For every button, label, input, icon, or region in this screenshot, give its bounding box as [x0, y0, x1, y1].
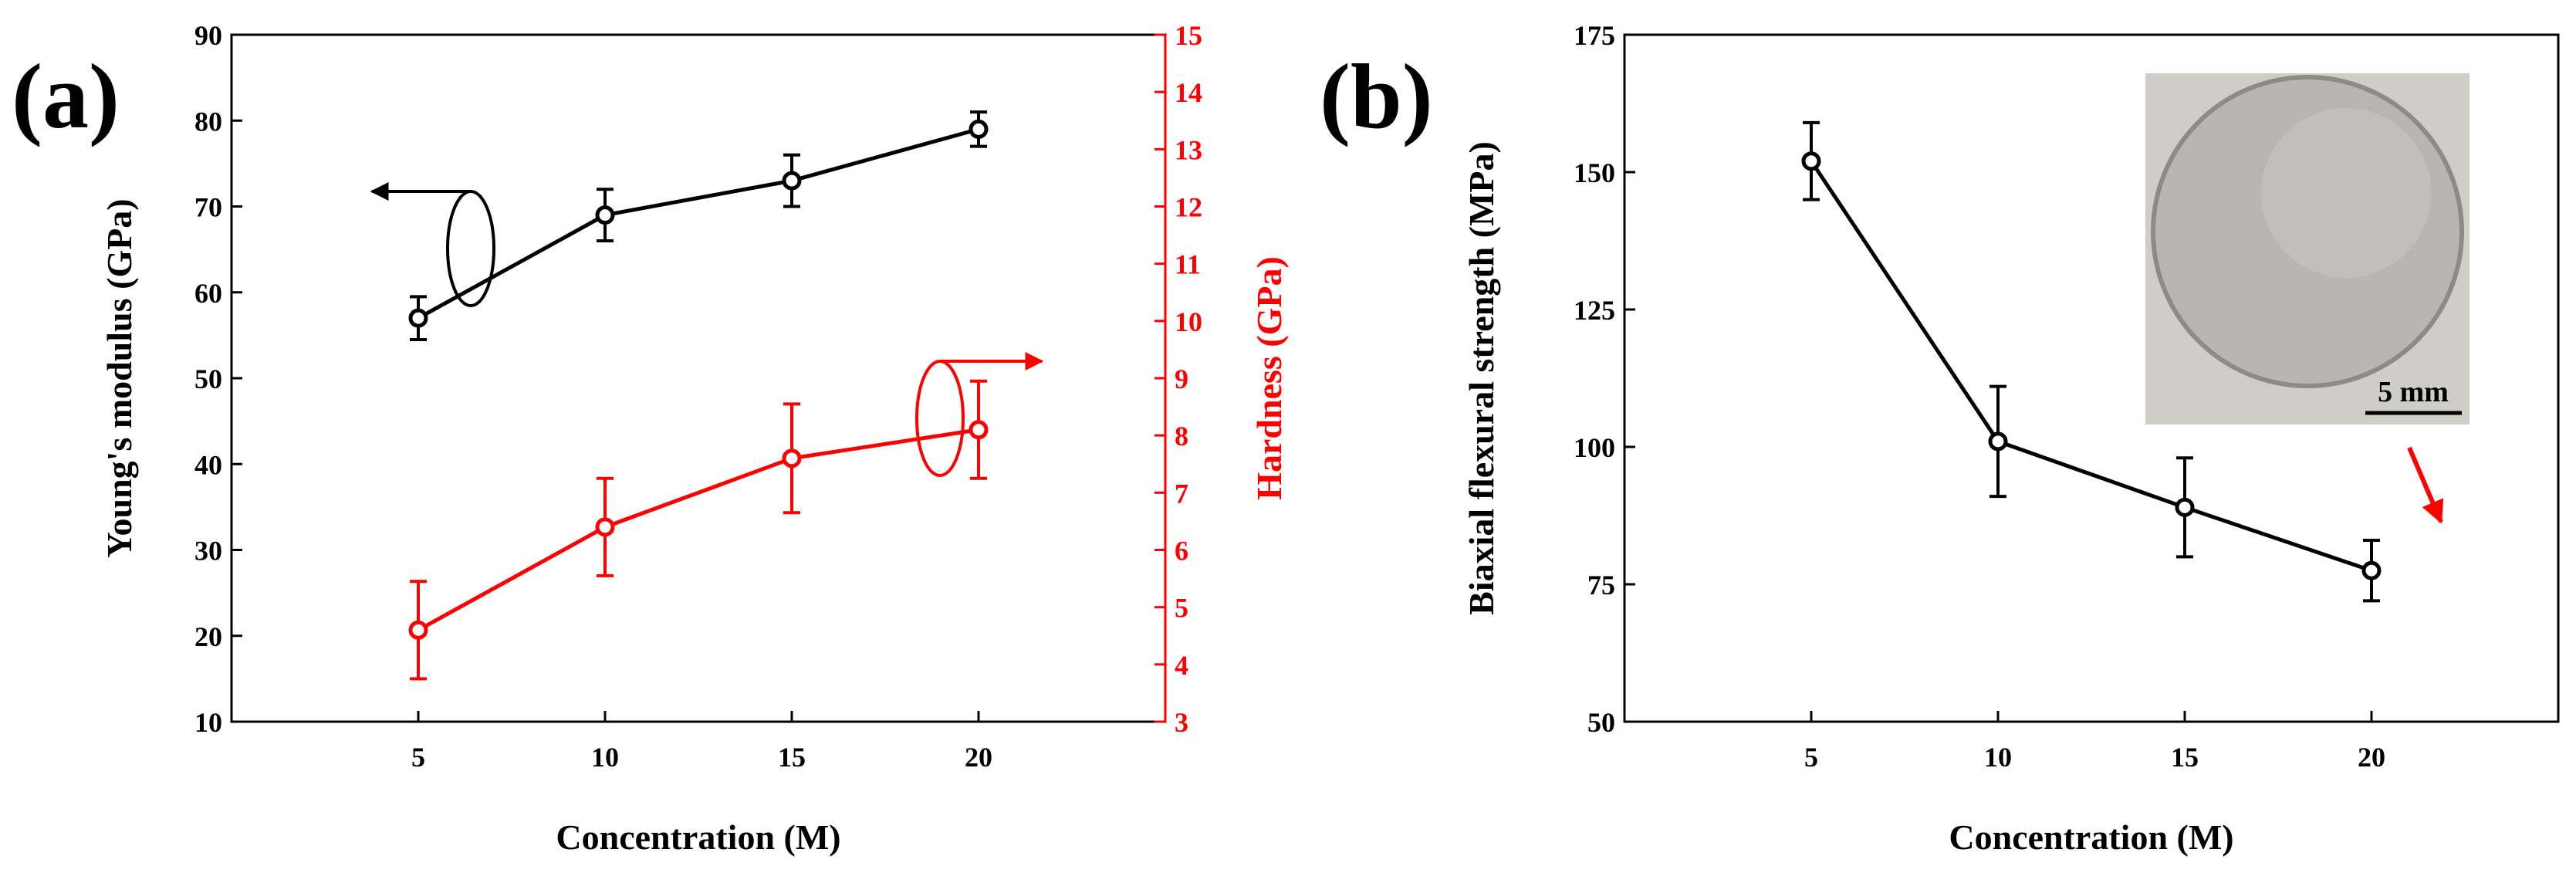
x-tick-label: 20 — [2358, 742, 2385, 773]
x-tick-label: 20 — [965, 742, 992, 773]
panel-a-series-modulus — [408, 110, 989, 341]
y-tick-label: 50 — [194, 364, 222, 394]
y-tick-label: 9 — [1175, 364, 1188, 394]
inset-disk-highlight — [2261, 108, 2431, 278]
y-tick-label: 15 — [1175, 20, 1202, 51]
x-tick-label: 10 — [1984, 742, 2012, 773]
data-point — [595, 205, 615, 225]
y-tick-label: 11 — [1175, 249, 1201, 280]
data-point — [408, 308, 428, 328]
panel-a-left-axis-title: Young's modulus (GPa) — [100, 198, 139, 557]
panel-b: (b) 5 10 15 20 50 75 100 125 150 175 Concentrati… — [1320, 20, 2560, 857]
panel-b-inset: 5 mm — [2145, 73, 2470, 524]
series-line — [417, 428, 979, 632]
data-point — [1988, 431, 2008, 452]
inset-scale-bar-label: 5 mm — [2378, 376, 2449, 408]
y-tick-label: 20 — [194, 621, 222, 652]
y-tick-label: 14 — [1175, 77, 1202, 108]
y-tick-label: 10 — [1175, 306, 1202, 337]
panel-a-left-ticks: 10 20 30 40 50 60 70 80 90 — [194, 20, 242, 738]
y-tick-label: 60 — [194, 278, 222, 309]
x-tick-label: 15 — [2171, 742, 2199, 773]
panel-a-hardness-annotation — [915, 352, 1044, 477]
y-tick-label: 70 — [194, 192, 222, 223]
y-tick-label: 4 — [1175, 650, 1188, 681]
y-tick-label: 3 — [1175, 707, 1188, 738]
y-tick-label: 12 — [1175, 192, 1202, 223]
hardness-ellipse — [915, 360, 965, 477]
y-tick-label: 90 — [194, 20, 222, 51]
panel-a-label: (a) — [12, 45, 120, 147]
data-point — [782, 448, 802, 469]
data-point — [969, 420, 989, 440]
data-point — [408, 620, 428, 640]
y-tick-label: 7 — [1175, 478, 1188, 509]
data-point — [595, 517, 615, 537]
x-tick-label: 5 — [1804, 742, 1818, 773]
data-point — [2361, 560, 2382, 580]
y-tick-label: 40 — [194, 449, 222, 480]
panel-b-series-strength — [1801, 120, 2382, 603]
panel-a-right-ticks: 3 4 5 6 7 8 9 10 11 12 13 14 15 — [1154, 20, 1202, 738]
panel-a-right-axis-title: Hardness (GPa) — [1249, 256, 1289, 500]
data-point — [969, 119, 989, 139]
panel-b-y-ticks: 50 75 100 125 150 175 — [1574, 20, 1635, 738]
panel-b-label: (b) — [1320, 45, 1433, 147]
y-tick-label: 75 — [1587, 570, 1615, 601]
y-tick-label: 10 — [194, 707, 222, 738]
panel-b-plot-frame — [1623, 33, 2560, 723]
y-tick-label: 80 — [194, 106, 222, 137]
y-tick-label: 50 — [1587, 707, 1615, 738]
panel-b-x-axis-title: Concentration (M) — [1949, 817, 2233, 857]
y-tick-label: 125 — [1574, 295, 1615, 326]
y-tick-label: 175 — [1574, 20, 1615, 51]
panel-a-x-ticks: 5 10 15 20 — [411, 711, 992, 773]
panel-b-x-ticks: 5 10 15 20 — [1804, 711, 2385, 773]
data-point — [782, 171, 802, 191]
panel-a-series-hardness — [408, 379, 989, 681]
data-point — [1801, 151, 1821, 171]
panel-a: (a) 5 10 15 20 10 20 30 40 50 60 70 80 90 3 4 5 6 7 8 9 10… — [12, 20, 1289, 857]
panel-a-x-axis-title: Concentration (M) — [556, 817, 840, 857]
x-tick-label: 10 — [591, 742, 619, 773]
series-line — [1809, 160, 2372, 573]
y-tick-label: 6 — [1175, 536, 1188, 567]
y-tick-label: 30 — [194, 536, 222, 567]
y-tick-label: 150 — [1574, 157, 1615, 188]
y-tick-label: 5 — [1175, 593, 1188, 624]
data-point — [2175, 497, 2195, 517]
x-tick-label: 5 — [411, 742, 425, 773]
series-line — [417, 127, 979, 320]
panel-a-plot-frame — [230, 33, 1167, 723]
x-tick-label: 15 — [778, 742, 806, 773]
panel-b-y-axis-title: Biaxial flexural strength (MPa) — [1462, 141, 1501, 615]
inset-pointer-arrow-icon — [2407, 446, 2444, 524]
panel-a-modulus-annotation — [370, 182, 495, 307]
y-tick-label: 13 — [1175, 134, 1202, 165]
y-tick-label: 8 — [1175, 421, 1188, 452]
y-tick-label: 100 — [1574, 432, 1615, 463]
